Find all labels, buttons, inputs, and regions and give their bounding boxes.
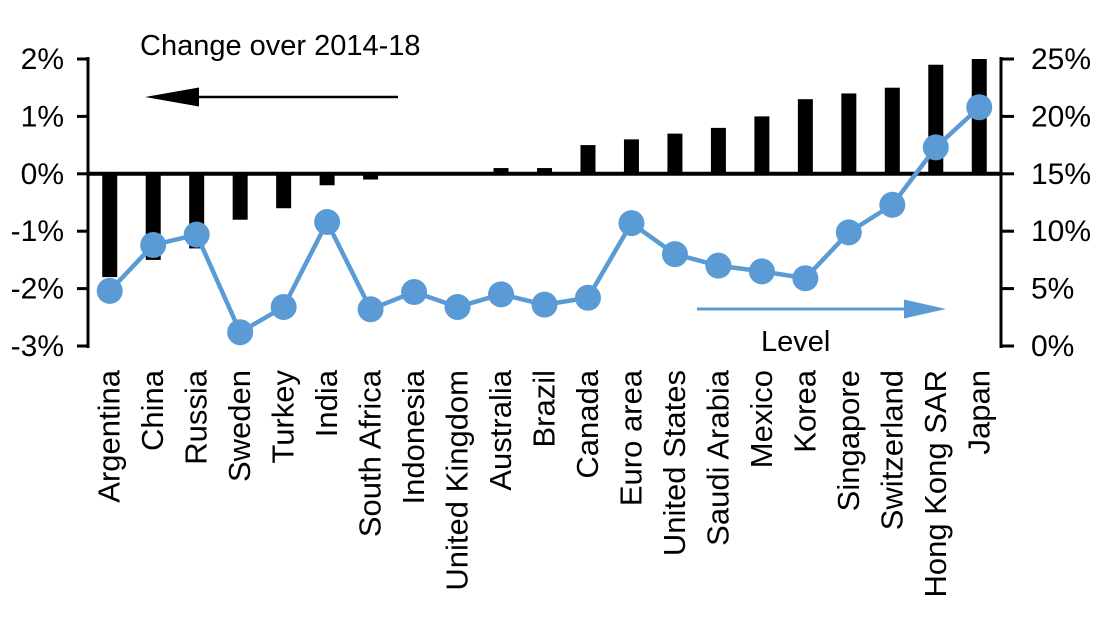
- marker-Japan: [966, 94, 993, 121]
- bar-Mexico: [754, 116, 770, 174]
- marker-Switzerland: [879, 191, 906, 218]
- right-axis-tick-label: 25%: [1031, 43, 1091, 76]
- category-label-Korea: Korea: [787, 369, 822, 452]
- marker-Turkey: [270, 293, 297, 320]
- bar-Australia: [493, 168, 509, 174]
- bar-Turkey: [276, 173, 292, 209]
- marker-Australia: [488, 281, 515, 308]
- bar-series-arrow-head: [145, 87, 199, 107]
- right-axis-tick-label: 10%: [1031, 215, 1091, 248]
- marker-Mexico: [748, 258, 775, 285]
- bar-South Africa: [363, 173, 379, 180]
- bar-United States: [667, 133, 683, 174]
- category-label-Brazil: Brazil: [527, 370, 562, 448]
- marker-South Africa: [357, 296, 384, 323]
- marker-Euro area: [618, 210, 645, 237]
- category-label-Mexico: Mexico: [744, 370, 779, 468]
- category-label-Indonesia: Indonesia: [396, 369, 431, 504]
- category-label-Switzerland: Switzerland: [874, 370, 909, 530]
- marker-United Kingdom: [444, 293, 471, 320]
- category-label-Turkey: Turkey: [266, 370, 301, 464]
- bar-Switzerland: [884, 87, 900, 174]
- marker-Brazil: [531, 291, 558, 318]
- marker-Indonesia: [401, 279, 428, 306]
- category-label-Euro area: Euro area: [613, 369, 648, 506]
- category-label-Australia: Australia: [483, 369, 518, 490]
- right-axis-tick-label: 15%: [1031, 158, 1091, 191]
- marker-Korea: [792, 265, 819, 292]
- marker-Singapore: [835, 219, 862, 246]
- left-axis-tick-label: 0%: [21, 158, 64, 191]
- right-axis-tick-label: 20%: [1031, 100, 1091, 133]
- line-series-label: Level: [761, 326, 831, 358]
- left-axis-tick-label: -3%: [11, 330, 64, 363]
- right-axis-tick-label: 5%: [1031, 273, 1074, 306]
- category-label-Saudi Arabia: Saudi Arabia: [700, 369, 735, 546]
- line-series-arrow-head: [904, 299, 946, 319]
- bar-Singapore: [841, 93, 857, 174]
- bar-Korea: [797, 99, 813, 174]
- bar-India: [319, 173, 335, 186]
- bar-Brazil: [537, 168, 552, 174]
- category-label-United States: United States: [657, 370, 692, 556]
- category-label-Singapore: Singapore: [831, 370, 866, 511]
- category-label-Japan: Japan: [961, 370, 996, 454]
- marker-Argentina: [96, 277, 123, 304]
- bar-Argentina: [102, 173, 118, 278]
- bar-Sweden: [232, 173, 248, 220]
- right-axis-tick-label: 0%: [1031, 330, 1074, 363]
- category-label-Argentina: Argentina: [92, 369, 127, 502]
- marker-United States: [661, 241, 688, 268]
- category-label-United Kingdom: United Kingdom: [440, 370, 475, 591]
- marker-Canada: [574, 284, 601, 311]
- left-axis-tick-label: 2%: [21, 43, 64, 76]
- marker-China: [140, 231, 167, 258]
- category-label-China: China: [135, 369, 170, 451]
- marker-Saudi Arabia: [705, 252, 732, 279]
- category-label-India: India: [309, 369, 344, 437]
- bar-Euro area: [623, 139, 639, 174]
- category-label-Hong Kong SAR: Hong Kong SAR: [918, 370, 953, 597]
- bar-Canada: [580, 145, 596, 174]
- marker-Hong Kong SAR: [922, 134, 949, 161]
- left-axis-tick-label: -1%: [11, 215, 64, 248]
- category-label-Canada: Canada: [570, 369, 605, 478]
- category-label-Sweden: Sweden: [222, 370, 257, 482]
- bar-series-label: Change over 2014-18: [140, 30, 421, 62]
- left-axis-tick-label: 1%: [21, 100, 64, 133]
- category-label-South Africa: South Africa: [353, 369, 388, 537]
- marker-Russia: [183, 221, 210, 248]
- left-axis-tick-label: -2%: [11, 273, 64, 306]
- marker-Sweden: [227, 319, 254, 346]
- bar-Saudi Arabia: [710, 127, 726, 174]
- category-label-Russia: Russia: [179, 369, 214, 465]
- marker-India: [314, 209, 341, 236]
